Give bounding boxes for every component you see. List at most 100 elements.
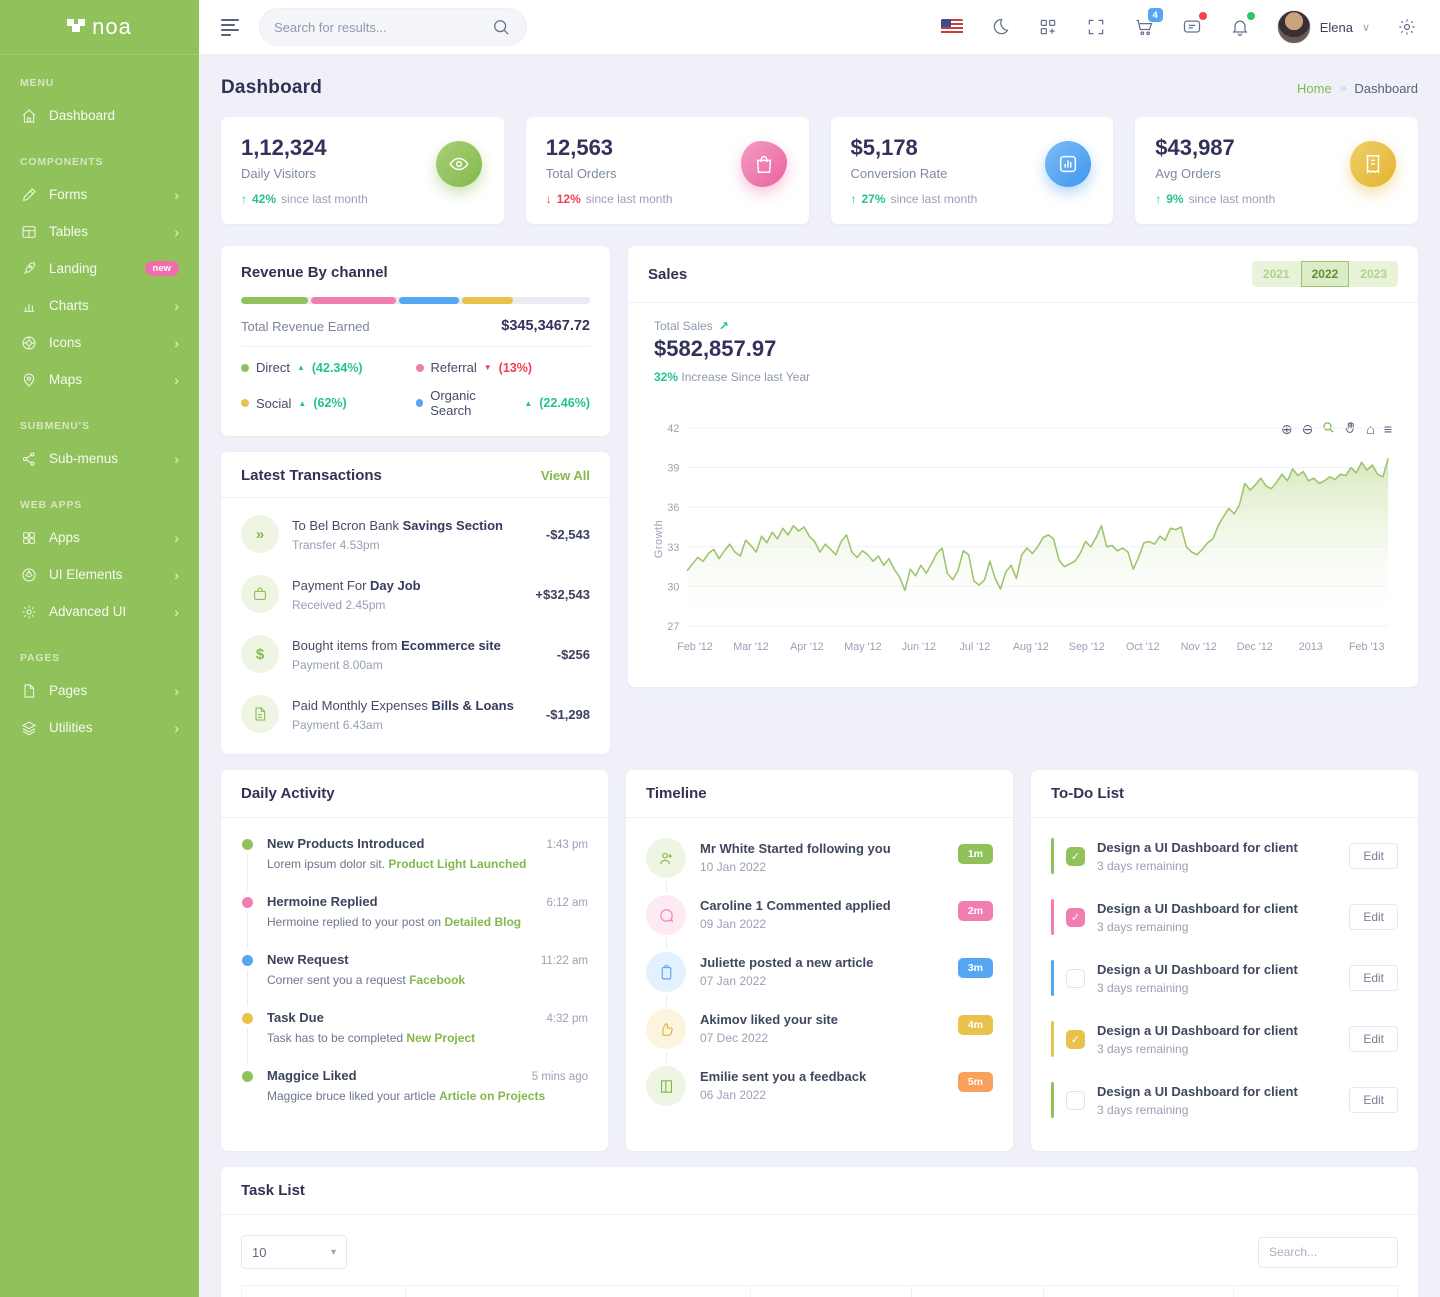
todo-color-bar xyxy=(1051,1082,1054,1118)
col-due-date[interactable]: Due Date⇅ xyxy=(911,1285,1045,1297)
timeline-badge: 1m xyxy=(957,844,993,864)
edit-button[interactable]: Edit xyxy=(1349,904,1398,930)
logo-text: noa xyxy=(92,14,132,39)
eye-icon xyxy=(435,141,482,187)
apps-grid-icon[interactable] xyxy=(1037,16,1059,38)
revenue-progress-bar xyxy=(241,297,590,304)
fullscreen-icon[interactable] xyxy=(1085,16,1107,38)
sidebar-item-pages[interactable]: Pages › xyxy=(0,672,199,709)
col-task[interactable]: Task⇅ xyxy=(405,1285,751,1297)
angles-right-icon: » xyxy=(241,515,279,553)
sidebar-item-icons[interactable]: Icons › xyxy=(0,324,199,361)
thumbs-up-icon xyxy=(646,1009,686,1049)
topbar: 4 Elena ∨ xyxy=(199,0,1440,55)
sidebar-item-forms[interactable]: Forms › xyxy=(0,176,199,213)
messages-icon[interactable] xyxy=(1181,12,1207,38)
logo[interactable]: noa xyxy=(0,0,199,55)
user-name: Elena xyxy=(1319,19,1353,35)
sales-body: Total Sales ↗ $582,857.97 32% Increase Si… xyxy=(628,303,1418,687)
latest-transactions-card: Latest Transactions View All » To Bel Bc… xyxy=(221,452,610,754)
timeline-item: Emilie sent you a feedback 06 Jan 2022 5m xyxy=(646,1066,993,1123)
year-selector: 2021 2022 2023 xyxy=(1251,261,1398,287)
noa-logo-icon xyxy=(67,19,86,35)
year-2023-button[interactable]: 2023 xyxy=(1349,261,1398,287)
comment-icon xyxy=(646,895,686,935)
col-status[interactable]: Status⇅ xyxy=(1043,1285,1234,1297)
chevron-right-icon: › xyxy=(174,566,179,583)
sidebar-item-apps[interactable]: Apps › xyxy=(0,519,199,556)
activity-link[interactable]: Article on Projects xyxy=(439,1089,546,1103)
revenue-total-row: Total Revenue Earned $345,3467.72 xyxy=(241,318,590,347)
settings-gear-icon[interactable] xyxy=(1396,16,1418,38)
search-icon[interactable] xyxy=(490,16,512,38)
sidebar-item-sub-menus[interactable]: Sub-menus › xyxy=(0,440,199,477)
trend-arrow-icon xyxy=(241,192,247,206)
cart-icon[interactable]: 4 xyxy=(1133,8,1163,38)
dark-mode-icon[interactable] xyxy=(989,16,1011,38)
task-list-title: Task List xyxy=(241,1182,305,1199)
stat-card-total-orders: 12,563 Total Orders 12%since last month xyxy=(525,117,809,224)
edit-button[interactable]: Edit xyxy=(1349,843,1398,869)
sidebar-item-ui-elements[interactable]: UI Elements › xyxy=(0,556,199,593)
total-sales-value: $582,857.97 xyxy=(654,336,777,361)
sidebar-item-maps[interactable]: Maps › xyxy=(0,361,199,398)
edit-button[interactable]: Edit xyxy=(1349,1026,1398,1052)
invoice-icon xyxy=(1350,141,1396,187)
table-search-input[interactable] xyxy=(1258,1236,1398,1268)
svg-text:30: 30 xyxy=(667,581,679,593)
revenue-legend: Direct (42.34%) Referral (13%) Social (6… xyxy=(241,360,590,418)
sales-title: Sales xyxy=(648,265,688,283)
timeline-badge: 5m xyxy=(957,1072,993,1092)
page-size-select[interactable]: 10 ▾ xyxy=(241,1235,347,1269)
selection-zoom-icon[interactable] xyxy=(1322,421,1335,436)
year-2021-button[interactable]: 2021 xyxy=(1251,261,1301,287)
sidebar-item-dashboard[interactable]: Dashboard xyxy=(0,97,199,134)
user-menu[interactable]: Elena ∨ xyxy=(1276,10,1370,44)
transaction-row: » To Bel Bcron Bank Savings Section Tran… xyxy=(241,504,590,564)
col-assigned-to[interactable]: Assigned To⇅ xyxy=(240,1285,407,1297)
todo-checkbox[interactable] xyxy=(1066,968,1085,988)
menu-toggle-icon[interactable] xyxy=(221,18,241,36)
svg-text:33: 33 xyxy=(667,542,679,554)
activity-link[interactable]: Product Light Launched xyxy=(388,857,527,871)
stats-row: 1,12,324 Daily Visitors 42%since last mo… xyxy=(221,117,1418,224)
chevron-right-icon: › xyxy=(174,682,179,699)
edit-button[interactable]: Edit xyxy=(1349,965,1398,991)
page-title: Dashboard xyxy=(221,77,323,98)
sidebar-item-landing[interactable]: Landing new xyxy=(0,250,199,287)
activity-link[interactable]: New Project xyxy=(406,1031,476,1045)
sidebar-item-advanced-ui[interactable]: Advanced UI › xyxy=(0,593,199,630)
sidebar-item-tables[interactable]: Tables › xyxy=(0,213,199,250)
activity-item: New Products Introduced 1:43 pm Lorem ips… xyxy=(241,836,588,894)
breadcrumb-home[interactable]: Home xyxy=(1297,80,1332,96)
sidebar-item-charts[interactable]: Charts › xyxy=(0,287,199,324)
notifications-bell-icon[interactable] xyxy=(1229,12,1255,38)
activity-link[interactable]: Detailed Blog xyxy=(444,915,522,929)
todo-color-bar xyxy=(1051,838,1054,874)
todo-checkbox[interactable] xyxy=(1066,1029,1085,1049)
col-project[interactable]: Project⇅ xyxy=(749,1285,913,1297)
todo-checkbox[interactable] xyxy=(1066,1090,1085,1110)
daily-activity-card: Daily Activity New Products Introduced 1:… xyxy=(221,770,608,1151)
row-3: Daily Activity New Products Introduced 1:… xyxy=(221,770,1418,1151)
timeline-item: Caroline 1 Commented applied 09 Jan 2022 … xyxy=(646,895,993,952)
edit-button[interactable]: Edit xyxy=(1349,1087,1398,1113)
activity-link[interactable]: Facebook xyxy=(409,973,466,987)
year-2022-button[interactable]: 2022 xyxy=(1300,261,1350,287)
col-action[interactable]: Action xyxy=(1232,1285,1399,1297)
svg-text:Apr '12: Apr '12 xyxy=(790,641,824,653)
daily-activity-list: New Products Introduced 1:43 pm Lorem ips… xyxy=(221,818,608,1134)
sidebar-item-utilities[interactable]: Utilities › xyxy=(0,709,199,746)
language-flag-icon[interactable] xyxy=(940,16,963,38)
todo-checkbox[interactable] xyxy=(1066,907,1085,927)
svg-text:Mar '12: Mar '12 xyxy=(733,641,768,653)
transaction-row: $ Bought items from Ecommerce site Payme… xyxy=(241,624,590,684)
aperture-icon xyxy=(20,334,37,351)
search-input[interactable] xyxy=(274,19,482,35)
todo-checkbox[interactable] xyxy=(1066,846,1085,866)
timeline-item: Mr White Started following you 10 Jan 202… xyxy=(646,838,993,895)
view-all-link[interactable]: View All xyxy=(540,468,590,483)
legend-dot-icon xyxy=(415,363,424,372)
total-sales-label: Total Sales ↗ xyxy=(654,319,729,333)
